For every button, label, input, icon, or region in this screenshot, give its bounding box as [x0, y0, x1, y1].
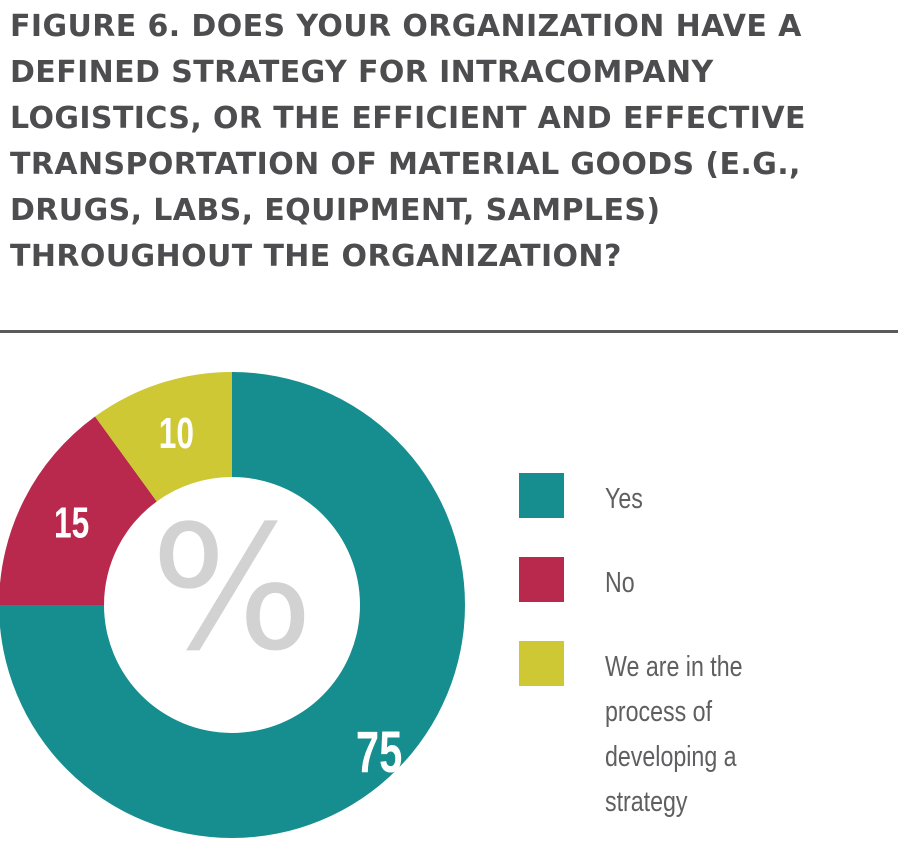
legend-swatch-no — [519, 557, 564, 602]
legend-label-in-process: We are in the process of developing a st… — [605, 651, 743, 818]
legend-item-in-process: We are in the process of developing a st… — [519, 641, 860, 825]
slice-yes — [0, 372, 465, 838]
legend-label-yes: Yes — [605, 483, 643, 515]
slice-in-process — [95, 372, 232, 502]
legend-item-yes: Yes — [519, 473, 860, 522]
legend: Yes No We are in the process of developi… — [519, 473, 860, 860]
data-label-no: 15 — [54, 499, 89, 548]
data-label-yes: 75 — [356, 719, 402, 784]
donut-chart: 75 15 10 % — [0, 372, 465, 838]
legend-swatch-yes — [519, 473, 564, 518]
legend-swatch-in-process — [519, 641, 564, 686]
percent-symbol-center: % — [150, 488, 313, 689]
legend-item-no: No — [519, 557, 860, 606]
slice-no — [0, 416, 157, 605]
legend-label-no: No — [605, 567, 635, 599]
title-divider — [0, 330, 898, 333]
chart-title: FIGURE 6. DOES YOUR ORGANIZATION HAVE A … — [10, 9, 806, 274]
data-label-in-process: 10 — [159, 409, 194, 458]
